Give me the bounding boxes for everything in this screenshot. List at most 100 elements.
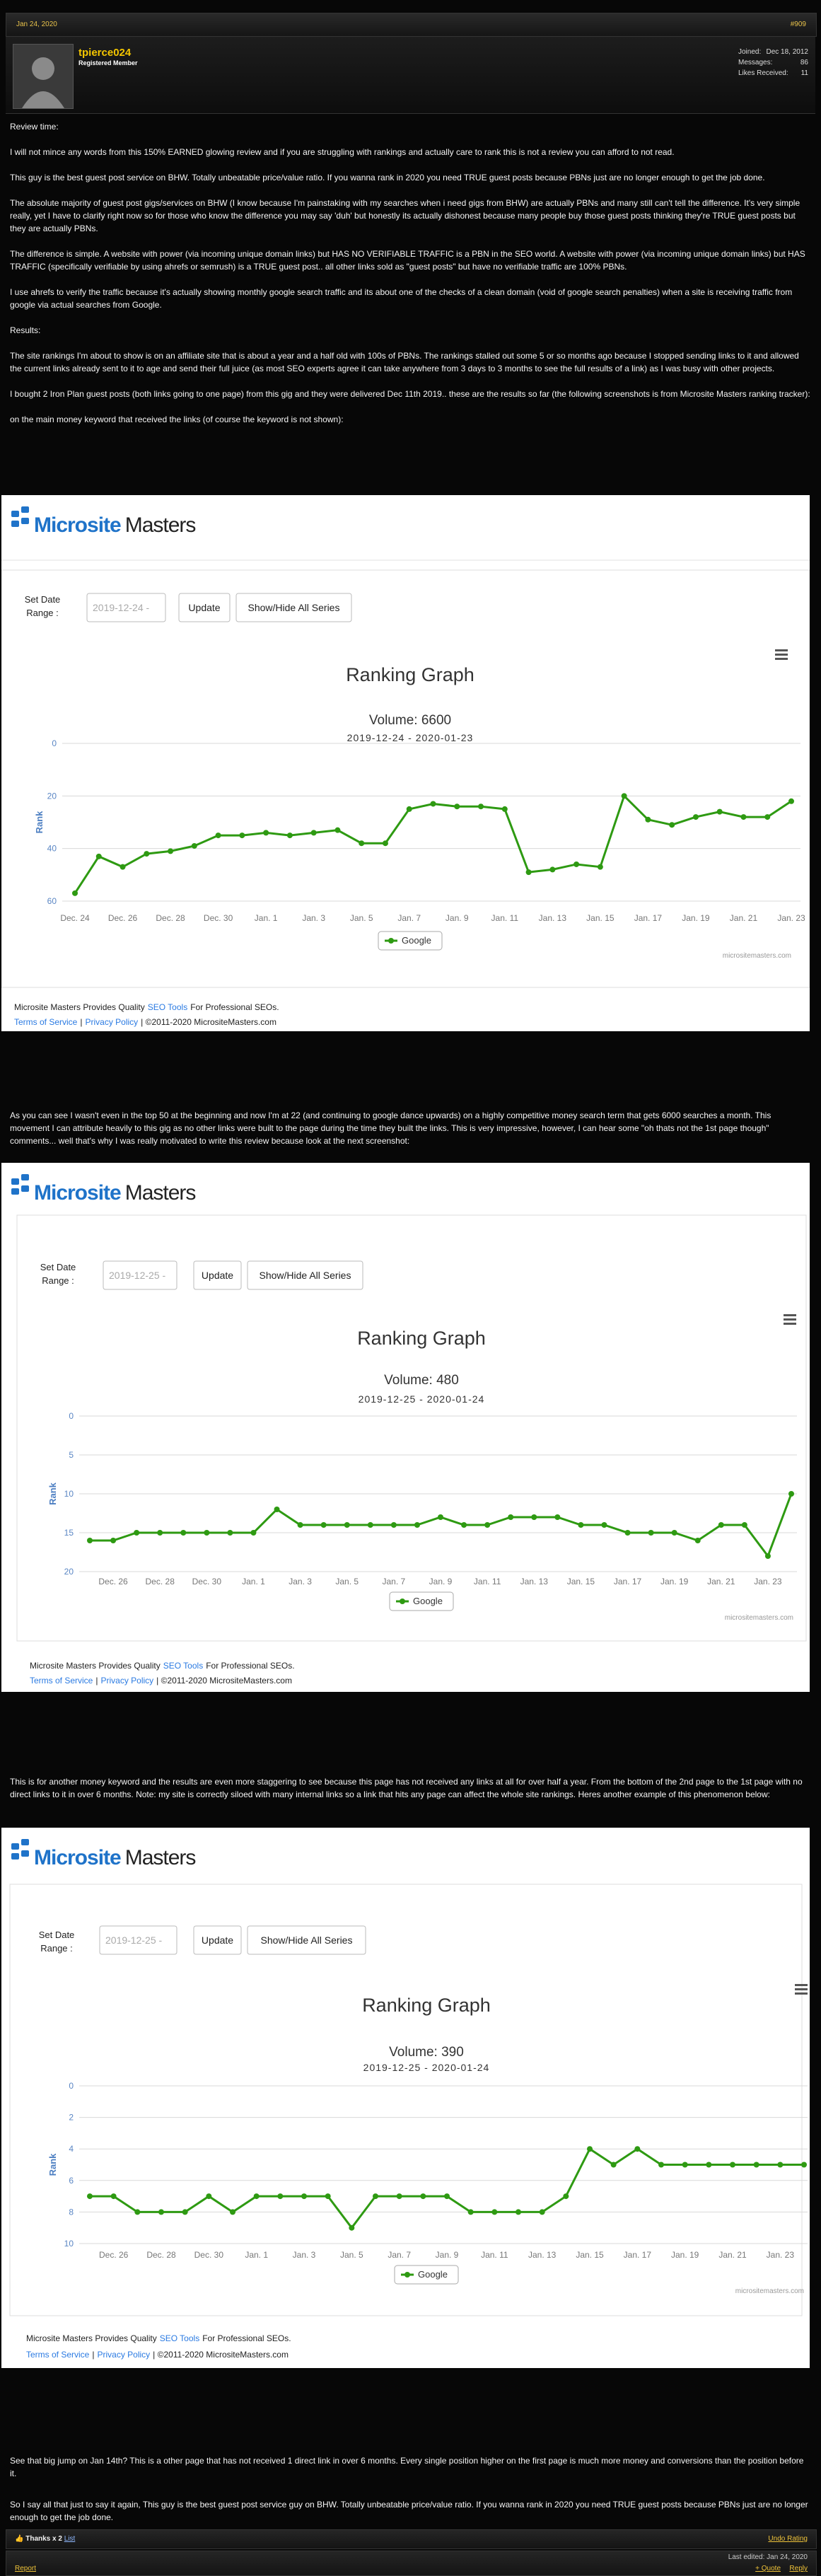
chart-title: Ranking Graph xyxy=(362,1995,491,2016)
x-tick-label: Jan. 11 xyxy=(481,2250,508,2260)
button-text[interactable]: Update xyxy=(202,1270,233,1281)
footer-link[interactable]: Terms of Service xyxy=(14,1017,78,1027)
point xyxy=(301,2193,307,2200)
menu-icon[interactable] xyxy=(775,649,788,651)
button[interactable] xyxy=(247,1925,366,1955)
menu-icon[interactable] xyxy=(795,1992,808,1995)
legend-label[interactable]: Google xyxy=(402,935,431,946)
legend-label[interactable]: Google xyxy=(413,1596,443,1606)
point xyxy=(454,803,460,810)
point xyxy=(597,864,603,870)
x-tick-label: Jan. 7 xyxy=(383,1577,406,1586)
menu-icon[interactable] xyxy=(784,1318,796,1321)
x-tick-label: Jan. 3 xyxy=(293,2250,316,2260)
paragraph: Results: xyxy=(10,325,41,335)
button[interactable] xyxy=(235,593,352,622)
y-tick-label: 8 xyxy=(69,2207,74,2217)
footer-link[interactable]: Privacy Policy xyxy=(97,2350,150,2360)
date-range: 2019-12-25 - 2020-01-24 xyxy=(359,1393,485,1405)
point xyxy=(334,827,341,833)
date-input[interactable] xyxy=(86,593,166,622)
footer-link[interactable]: Terms of Service xyxy=(26,2350,90,2360)
logo[interactable]: Microsite Masters xyxy=(11,1839,196,1869)
date-input[interactable] xyxy=(103,1260,177,1290)
logo-icon xyxy=(11,1188,19,1195)
footer-text: | xyxy=(92,2350,94,2360)
x-tick-label: Dec. 24 xyxy=(60,913,90,923)
date-input-text[interactable]: 2019-12-25 - xyxy=(109,1270,166,1281)
menu-icon[interactable] xyxy=(775,654,788,656)
point xyxy=(359,840,365,847)
button[interactable] xyxy=(178,593,231,622)
thanks-list[interactable]: List xyxy=(64,2535,76,2543)
post-date: Jan 24, 2020 xyxy=(16,21,57,28)
menu-icon[interactable] xyxy=(795,1988,808,1990)
avatar[interactable] xyxy=(13,44,74,109)
button[interactable] xyxy=(193,1925,242,1955)
menu-icon[interactable] xyxy=(795,1984,808,1986)
legend-marker xyxy=(388,938,394,944)
chart-screenshot: Microsite Masters Set Date Range : 2019-12-2… xyxy=(1,1828,810,2368)
button[interactable] xyxy=(247,1260,363,1290)
post-actions: 👍 Thanks x 2 List Undo Rating xyxy=(6,2529,817,2549)
footer-link[interactable]: Privacy Policy xyxy=(85,1017,138,1027)
button-text[interactable]: Show/Hide All Series xyxy=(261,1934,353,1946)
x-tick-label: Dec. 28 xyxy=(156,913,185,923)
legend-label[interactable]: Google xyxy=(418,2269,448,2280)
point xyxy=(230,2209,235,2215)
footer-link[interactable]: Terms of Service xyxy=(30,1676,93,1686)
footer-text: Microsite Masters Provides Quality xyxy=(14,1002,145,1012)
logo-word: Masters xyxy=(125,1181,196,1205)
logo[interactable]: Microsite Masters xyxy=(11,1174,196,1205)
date-input-text[interactable]: 2019-12-24 - xyxy=(93,602,150,613)
date-input[interactable] xyxy=(99,1925,177,1955)
point xyxy=(563,2193,569,2200)
menu-icon[interactable] xyxy=(784,1323,796,1325)
footer-text: | ©2011-2020 MicrositeMasters.com xyxy=(141,1017,276,1027)
logo[interactable]: Microsite Masters xyxy=(11,506,196,537)
point xyxy=(525,869,532,876)
point xyxy=(467,2209,474,2215)
paragraph: As you can see I wasn't even in the top … xyxy=(10,1110,771,1146)
footer-link[interactable]: SEO Tools xyxy=(163,1661,203,1671)
button-text[interactable]: Show/Hide All Series xyxy=(248,602,340,613)
post-body: This is for another money keyword and th… xyxy=(10,1775,813,1814)
logo-word: Microsite xyxy=(34,1181,121,1205)
report[interactable]: Report xyxy=(15,2565,37,2572)
button-text[interactable]: Update xyxy=(188,602,220,613)
quote[interactable]: + Quote xyxy=(755,2565,781,2572)
point xyxy=(274,1507,280,1512)
chart-panel xyxy=(16,1214,807,1642)
footer-text: | xyxy=(95,1676,98,1686)
point xyxy=(461,1522,467,1528)
button-text[interactable]: Update xyxy=(202,1934,233,1946)
post-body: See that big jump on Jan 14th? This is a… xyxy=(10,2454,813,2542)
point xyxy=(367,1522,373,1528)
logo-icon xyxy=(11,1843,19,1850)
point xyxy=(777,2162,784,2168)
date-input-text[interactable]: 2019-12-25 - xyxy=(105,1934,163,1946)
menu-icon[interactable] xyxy=(784,1314,796,1316)
footer-link[interactable]: SEO Tools xyxy=(160,2333,199,2343)
undo-rating[interactable]: Undo Rating xyxy=(768,2535,808,2543)
logo-text: Microsite Masters xyxy=(34,1846,195,1869)
button[interactable] xyxy=(193,1260,242,1290)
y-tick-label: 0 xyxy=(69,1411,74,1421)
footer-link[interactable]: SEO Tools xyxy=(148,1002,187,1012)
y-tick-label: 5 xyxy=(69,1450,74,1460)
button-text[interactable]: Show/Hide All Series xyxy=(260,1270,351,1281)
point xyxy=(277,2193,284,2200)
x-tick-label: Jan. 9 xyxy=(436,2250,459,2260)
footer-link[interactable]: Privacy Policy xyxy=(100,1676,153,1686)
point xyxy=(239,832,245,839)
logo-text: Microsite Masters xyxy=(34,514,195,537)
username[interactable]: tpierce024 xyxy=(78,47,132,59)
x-tick-label: Jan. 19 xyxy=(671,2250,699,2260)
point xyxy=(157,1530,163,1536)
user-bar: tpierce024 Registered Member Joined: Dec… xyxy=(6,37,815,114)
reply[interactable]: Reply xyxy=(789,2565,808,2572)
post-number[interactable]: #909 xyxy=(790,21,806,28)
paragraph: The difference is simple. A website with… xyxy=(10,249,805,272)
menu-icon[interactable] xyxy=(775,658,788,660)
y-tick-label: 20 xyxy=(64,1567,74,1577)
